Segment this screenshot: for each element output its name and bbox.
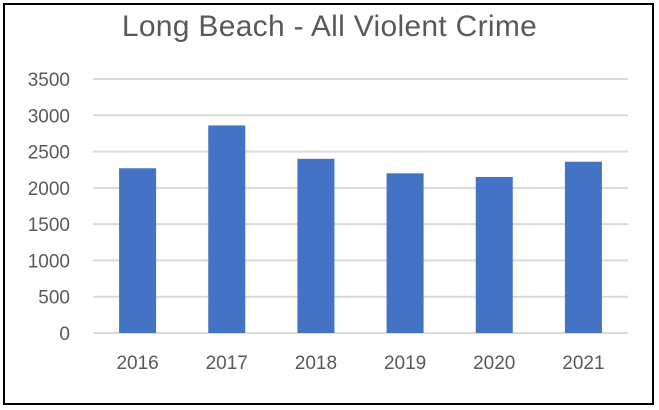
y-tick-label: 3500 bbox=[28, 70, 70, 91]
x-tick-label: 2020 bbox=[473, 353, 515, 374]
x-tick-label: 2019 bbox=[384, 353, 426, 374]
y-tick-label: 0 bbox=[59, 324, 70, 345]
bar-2021 bbox=[564, 161, 602, 333]
bar-2020 bbox=[475, 176, 513, 333]
x-tick-label: 2021 bbox=[562, 353, 604, 374]
bar-2018 bbox=[297, 158, 335, 333]
y-tick-label: 2000 bbox=[28, 179, 70, 200]
y-tick-label: 3000 bbox=[28, 106, 70, 127]
x-tick-label: 2016 bbox=[116, 353, 158, 374]
y-tick-label: 1000 bbox=[28, 251, 70, 272]
bars bbox=[119, 125, 602, 334]
x-tick-label: 2018 bbox=[295, 353, 337, 374]
x-tick-label: 2017 bbox=[206, 353, 248, 374]
bar-2016 bbox=[119, 168, 157, 333]
y-tick-label: 1500 bbox=[28, 215, 70, 236]
chart-title: Long Beach - All Violent Crime bbox=[121, 10, 538, 43]
bar-2019 bbox=[386, 173, 424, 333]
x-axis-ticks: 2016 2017 2018 2019 2020 2021 bbox=[116, 353, 604, 374]
y-tick-label: 2500 bbox=[28, 143, 70, 164]
gridlines bbox=[93, 78, 628, 334]
y-tick-label: 500 bbox=[38, 288, 70, 309]
y-axis-ticks: 0 500 1000 1500 2000 2500 3000 3500 bbox=[28, 70, 70, 345]
bar-2017 bbox=[208, 125, 246, 334]
